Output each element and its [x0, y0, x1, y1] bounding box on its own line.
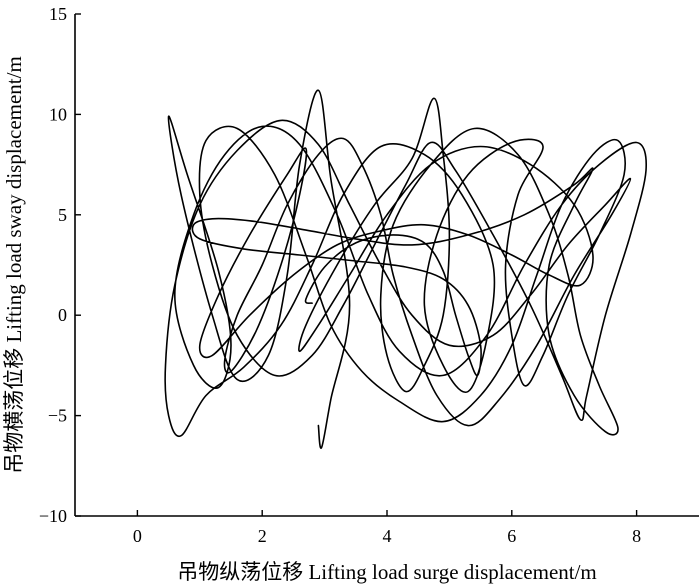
x-axis-title: 吊物纵荡位移 Lifting load surge displacement/m: [177, 560, 597, 584]
x-tick-label: 8: [632, 526, 641, 546]
y-axis-title: 吊物横荡位移 Lifting load sway displacement/m: [2, 56, 26, 474]
y-tick-label: 0: [58, 305, 67, 325]
y-tick-label: 15: [49, 4, 67, 24]
y-tick-label: 5: [58, 205, 67, 225]
y-tick-label: −5: [48, 406, 67, 426]
x-tick-label: 6: [507, 526, 516, 546]
x-axis-ticks: 0 2 4 6 8: [133, 510, 641, 546]
y-tick-label: −10: [39, 506, 67, 526]
x-tick-label: 0: [133, 526, 142, 546]
y-tick-label: 10: [49, 104, 67, 124]
x-tick-label: 4: [383, 526, 392, 546]
plot-area: 0 2 4 6 8 −10 −5 0 5 10 15: [39, 4, 699, 546]
y-axis-ticks: −10 −5 0 5 10 15: [39, 4, 81, 526]
series-line: [164, 89, 648, 449]
x-tick-label: 2: [258, 526, 267, 546]
